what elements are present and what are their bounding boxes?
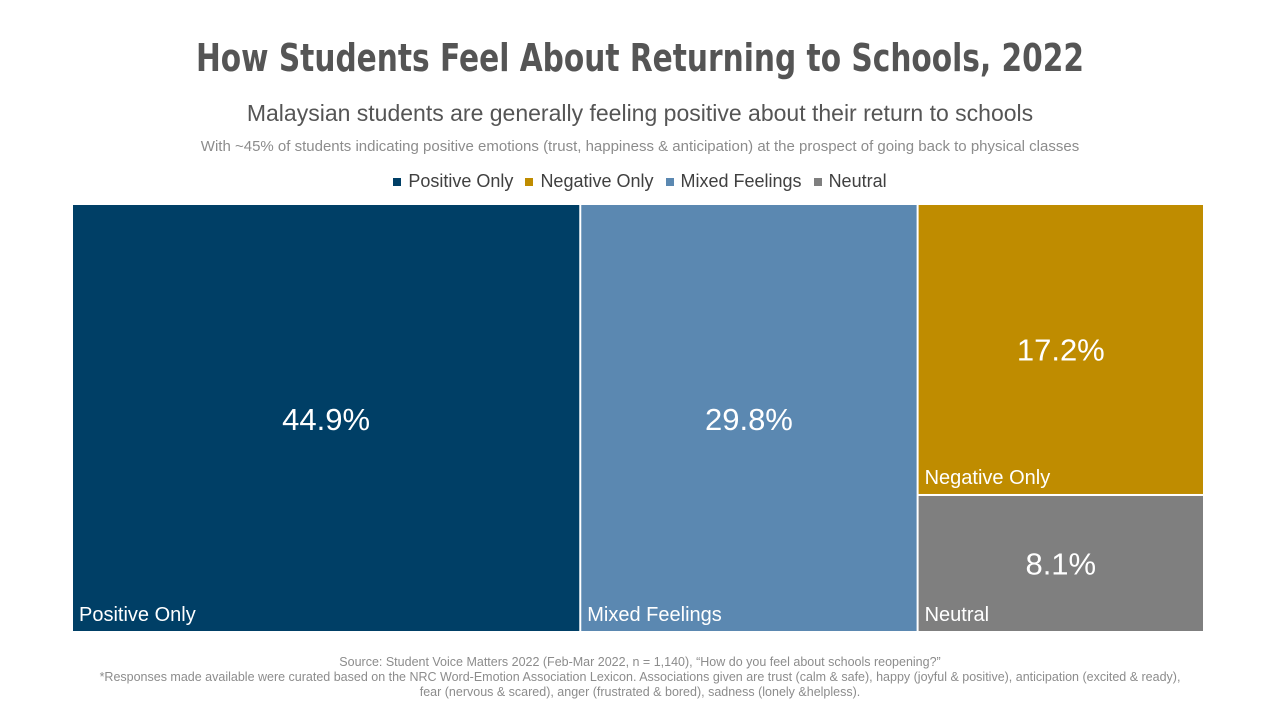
legend: Positive Only Negative Only Mixed Feelin… <box>0 171 1280 192</box>
legend-label-mixed-feelings: Mixed Feelings <box>680 171 802 191</box>
tile-value-mixed-feelings: 29.8% <box>705 402 793 437</box>
chart-subtitle: Malaysian students are generally feeling… <box>246 100 1034 126</box>
legend-swatch-neutral <box>813 177 822 186</box>
legend-item-positive-only: Positive Only <box>393 171 513 192</box>
tile-label-neutral: Neutral <box>925 604 989 626</box>
legend-item-neutral: Neutral <box>813 171 887 192</box>
tile-mixed-feelings <box>581 205 917 631</box>
legend-swatch-negative-only <box>525 177 534 186</box>
source-notes: Source: Student Voice Matters 2022 (Feb-… <box>20 655 1260 700</box>
source-line: Source: Student Voice Matters 2022 (Feb-… <box>339 655 941 669</box>
tile-label-positive-only: Positive Only <box>79 604 196 626</box>
chart-title: How Students Feel About Returning to Sch… <box>195 36 1085 80</box>
legend-item-negative-only: Negative Only <box>525 171 654 192</box>
legend-label-negative-only: Negative Only <box>540 171 654 191</box>
footnote-line-1: *Responses made available were curated b… <box>99 670 1181 684</box>
tile-positive-only <box>73 205 580 631</box>
tile-label-mixed-feelings: Mixed Feelings <box>587 604 722 626</box>
tile-value-negative-only: 17.2% <box>1017 332 1105 367</box>
legend-swatch-mixed-feelings <box>665 177 674 186</box>
tile-label-negative-only: Negative Only <box>925 467 1051 489</box>
legend-item-mixed-feelings: Mixed Feelings <box>665 171 802 192</box>
legend-label-positive-only: Positive Only <box>408 171 514 191</box>
tile-value-neutral: 8.1% <box>1025 546 1096 581</box>
footnote-line-2: fear (nervous & scared), anger (frustrat… <box>419 685 861 699</box>
tile-negative-only <box>918 205 1203 494</box>
legend-swatch-positive-only <box>393 177 402 186</box>
tile-neutral <box>918 495 1203 631</box>
chart-note: With ~45% of students indicating positiv… <box>200 138 1080 155</box>
tile-value-positive-only: 44.9% <box>282 402 370 437</box>
legend-label-neutral: Neutral <box>828 171 887 191</box>
